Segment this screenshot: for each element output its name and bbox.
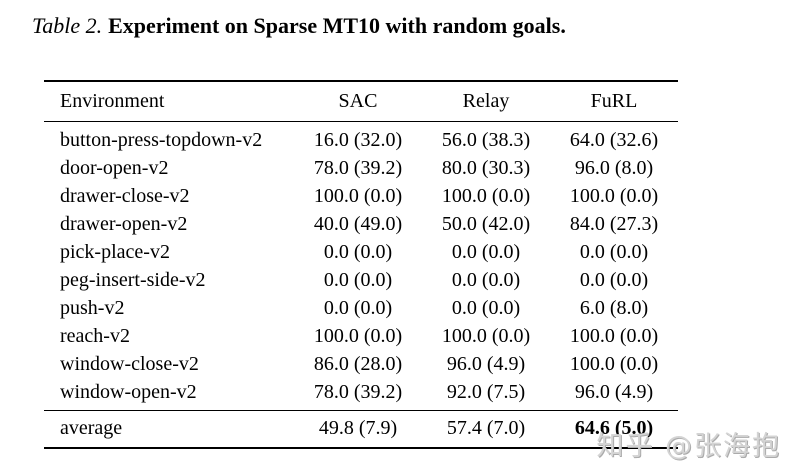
header-relay: Relay <box>422 81 550 122</box>
relay-cell: 50.0 (42.0) <box>441 212 531 235</box>
average-sac: 49.8 (7.9) <box>294 409 422 448</box>
relay-cell: 80.0 (30.3) <box>441 156 531 179</box>
table-row: pick-place-v2 0.0 (0.0) 0.0 (0.0) 0.0 (0… <box>44 238 678 266</box>
sac-cell: 78.0 (39.2) <box>313 380 403 403</box>
average-row: average 49.8 (7.9) 57.4 (7.0) 64.6 (5.0) <box>44 409 678 448</box>
average-label: average <box>44 409 294 448</box>
env-cell: reach-v2 <box>60 324 130 347</box>
header-sac: SAC <box>294 81 422 122</box>
env-cell: peg-insert-side-v2 <box>60 268 206 291</box>
table-footer: average 49.8 (7.9) 57.4 (7.0) 64.6 (5.0) <box>44 409 678 448</box>
header-row: Environment SAC Relay FuRL <box>44 81 678 122</box>
relay-cell: 0.0 (0.0) <box>451 268 521 291</box>
furl-cell: 100.0 (0.0) <box>569 352 659 375</box>
relay-cell: 92.0 (7.5) <box>446 380 526 403</box>
relay-cell: 100.0 (0.0) <box>441 184 531 207</box>
furl-cell: 100.0 (0.0) <box>569 184 659 207</box>
average-furl-best: 64.6 (5.0) <box>550 409 678 448</box>
sac-cell: 0.0 (0.0) <box>323 240 393 263</box>
furl-cell: 0.0 (0.0) <box>579 240 649 263</box>
sac-cell: 78.0 (39.2) <box>313 156 403 179</box>
sac-cell: 100.0 (0.0) <box>313 324 403 347</box>
table-header: Environment SAC Relay FuRL <box>44 81 678 122</box>
table-caption: Table 2. Experiment on Sparse MT10 with r… <box>32 13 566 39</box>
furl-cell: 96.0 (8.0) <box>574 156 654 179</box>
sac-cell: 0.0 (0.0) <box>323 296 393 319</box>
furl-cell: 100.0 (0.0) <box>569 324 659 347</box>
relay-cell: 0.0 (0.0) <box>451 296 521 319</box>
env-cell: drawer-close-v2 <box>60 184 190 207</box>
furl-cell: 64.0 (32.6) <box>569 128 659 151</box>
env-cell: button-press-topdown-v2 <box>60 128 263 151</box>
sac-cell: 86.0 (28.0) <box>313 352 403 375</box>
sac-cell: 40.0 (49.0) <box>313 212 403 235</box>
results-table: Environment SAC Relay FuRL button-press-… <box>44 80 678 449</box>
env-cell: door-open-v2 <box>60 156 169 179</box>
relay-cell: 96.0 (4.9) <box>446 352 526 375</box>
relay-cell: 56.0 (38.3) <box>441 128 531 151</box>
env-cell: drawer-open-v2 <box>60 212 188 235</box>
table-row: button-press-topdown-v2 16.0 (32.0) 56.0… <box>44 121 678 154</box>
furl-cell: 84.0 (27.3) <box>569 212 659 235</box>
env-cell: window-open-v2 <box>60 380 197 403</box>
env-cell: window-close-v2 <box>60 352 199 375</box>
table-row: reach-v2 100.0 (0.0) 100.0 (0.0) 100.0 (… <box>44 322 678 350</box>
table-row: door-open-v2 78.0 (39.2) 80.0 (30.3) 96.… <box>44 154 678 182</box>
sac-cell: 0.0 (0.0) <box>323 268 393 291</box>
zhihu-watermark: 知乎 @张海抱 <box>596 431 781 462</box>
table-body: button-press-topdown-v2 16.0 (32.0) 56.0… <box>44 121 678 410</box>
furl-cell: 96.0 (4.9) <box>574 380 654 403</box>
relay-cell: 100.0 (0.0) <box>441 324 531 347</box>
relay-cell: 0.0 (0.0) <box>451 240 521 263</box>
average-relay: 57.4 (7.0) <box>422 409 550 448</box>
caption-text: Experiment on Sparse MT10 with random go… <box>108 13 566 38</box>
caption-number: Table 2. <box>32 13 103 38</box>
table-row: window-open-v2 78.0 (39.2) 92.0 (7.5) 96… <box>44 378 678 411</box>
furl-cell: 6.0 (8.0) <box>579 296 649 319</box>
furl-cell: 0.0 (0.0) <box>579 268 649 291</box>
env-cell: push-v2 <box>60 296 125 319</box>
sac-cell: 100.0 (0.0) <box>313 184 403 207</box>
table-row: drawer-close-v2 100.0 (0.0) 100.0 (0.0) … <box>44 182 678 210</box>
sac-cell: 16.0 (32.0) <box>313 128 403 151</box>
table-row: drawer-open-v2 40.0 (49.0) 50.0 (42.0) 8… <box>44 210 678 238</box>
table-row: window-close-v2 86.0 (28.0) 96.0 (4.9) 1… <box>44 350 678 378</box>
header-furl: FuRL <box>550 81 678 122</box>
table-row: push-v2 0.0 (0.0) 0.0 (0.0) 6.0 (8.0) <box>44 294 678 322</box>
header-environment: Environment <box>44 81 294 122</box>
table-row: peg-insert-side-v2 0.0 (0.0) 0.0 (0.0) 0… <box>44 266 678 294</box>
env-cell: pick-place-v2 <box>60 240 170 263</box>
